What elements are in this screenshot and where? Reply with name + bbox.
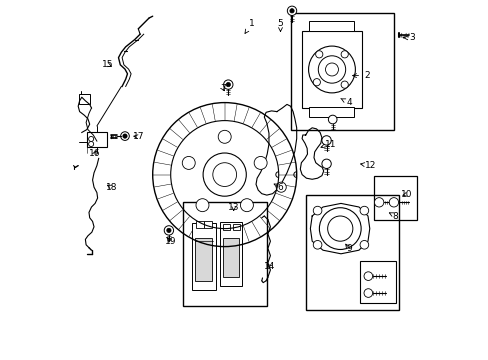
Circle shape <box>203 153 246 196</box>
Text: 18: 18 <box>105 183 117 192</box>
Text: 13: 13 <box>227 202 239 212</box>
Circle shape <box>363 272 372 280</box>
Circle shape <box>308 46 355 93</box>
Text: 10: 10 <box>400 190 411 199</box>
Text: 4: 4 <box>340 98 351 107</box>
Bar <box>309 107 354 117</box>
Text: 3: 3 <box>403 33 414 42</box>
Circle shape <box>313 206 321 215</box>
Circle shape <box>88 141 94 147</box>
Bar <box>182 202 266 306</box>
Text: 16: 16 <box>89 149 101 158</box>
Text: 7: 7 <box>220 84 225 93</box>
Circle shape <box>313 78 320 86</box>
Text: 14: 14 <box>264 262 275 271</box>
Circle shape <box>328 115 336 124</box>
Circle shape <box>327 216 352 241</box>
Bar <box>223 224 230 230</box>
Circle shape <box>223 80 232 89</box>
Circle shape <box>287 6 296 15</box>
Text: 6: 6 <box>274 183 283 192</box>
Circle shape <box>359 206 368 215</box>
Circle shape <box>164 226 173 235</box>
Text: 2: 2 <box>352 71 369 80</box>
Circle shape <box>374 198 383 207</box>
Text: 9: 9 <box>345 244 351 253</box>
Bar <box>232 224 239 230</box>
Circle shape <box>313 240 321 249</box>
Bar <box>291 13 393 130</box>
Bar <box>196 221 203 228</box>
Text: 17: 17 <box>132 132 144 141</box>
Circle shape <box>315 51 322 58</box>
Text: 5: 5 <box>277 19 283 31</box>
Bar <box>192 223 215 290</box>
Circle shape <box>196 199 208 212</box>
Circle shape <box>122 134 127 138</box>
Bar <box>309 21 354 31</box>
Circle shape <box>341 81 347 88</box>
Text: 12: 12 <box>360 161 375 170</box>
Bar <box>306 195 399 310</box>
Text: 8: 8 <box>388 212 398 220</box>
Bar <box>87 132 106 147</box>
Circle shape <box>318 56 345 83</box>
Circle shape <box>240 199 253 212</box>
Circle shape <box>254 157 266 170</box>
Bar <box>195 238 212 281</box>
Circle shape <box>182 157 195 170</box>
Circle shape <box>218 130 231 143</box>
Circle shape <box>276 182 285 192</box>
Bar <box>220 222 242 286</box>
Bar <box>204 221 212 228</box>
Circle shape <box>321 159 330 168</box>
Circle shape <box>319 208 361 249</box>
Circle shape <box>88 136 94 141</box>
Circle shape <box>166 228 171 233</box>
Text: 15: 15 <box>102 60 113 69</box>
Bar <box>223 238 239 277</box>
Circle shape <box>363 289 372 297</box>
Circle shape <box>225 82 230 87</box>
Bar <box>302 31 361 108</box>
Circle shape <box>121 132 129 140</box>
Bar <box>360 261 395 303</box>
Text: 11: 11 <box>320 140 336 149</box>
Circle shape <box>388 198 398 207</box>
Circle shape <box>321 136 330 145</box>
Bar <box>79 94 90 104</box>
Circle shape <box>325 63 338 76</box>
Circle shape <box>341 51 347 58</box>
Text: 19: 19 <box>164 237 176 246</box>
Circle shape <box>359 240 368 249</box>
Circle shape <box>289 9 294 13</box>
Bar <box>373 176 416 220</box>
Text: 1: 1 <box>244 19 254 33</box>
